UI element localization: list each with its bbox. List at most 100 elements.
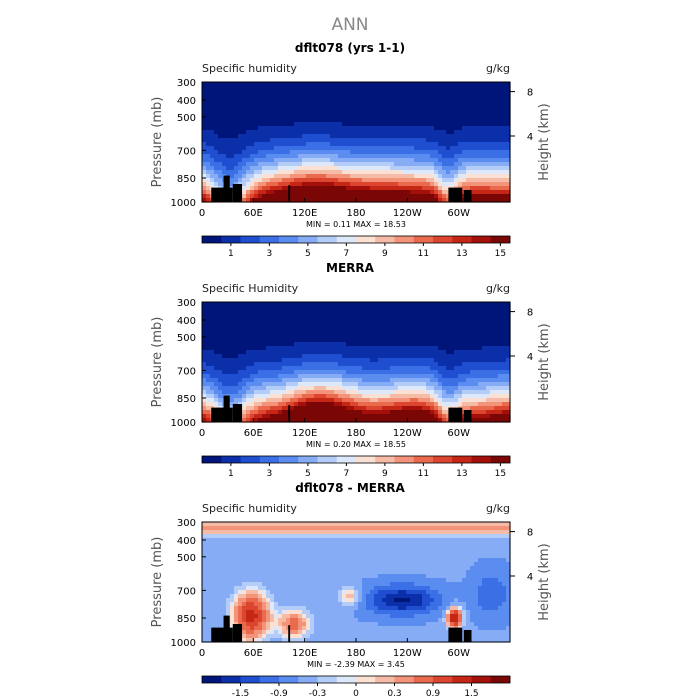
field-cell	[206, 602, 211, 607]
field-cell	[282, 402, 287, 407]
field-cell	[314, 370, 319, 375]
field-cell	[390, 322, 395, 327]
field-cell	[290, 122, 295, 127]
field-cell	[506, 90, 511, 95]
field-cell	[306, 114, 311, 119]
field-cell	[502, 174, 507, 179]
field-cell	[378, 346, 383, 351]
field-cell	[338, 334, 343, 339]
field-cell	[358, 146, 363, 151]
field-cell	[374, 158, 379, 163]
field-cell	[246, 162, 251, 167]
field-cell	[262, 98, 267, 103]
field-cell	[354, 370, 359, 375]
field-cell	[322, 182, 327, 187]
field-cell	[282, 122, 287, 127]
field-cell	[222, 326, 227, 331]
field-cell	[222, 170, 227, 175]
field-cell	[326, 362, 331, 367]
field-cell	[502, 82, 507, 87]
field-cell	[206, 178, 211, 183]
field-cell	[466, 334, 471, 339]
field-cell	[354, 326, 359, 331]
field-cell	[390, 398, 395, 403]
field-cell	[462, 406, 467, 411]
field-cell	[402, 334, 407, 339]
field-cell	[506, 82, 511, 87]
field-cell	[502, 146, 507, 151]
field-cell	[262, 354, 267, 359]
field-cell	[442, 142, 447, 147]
field-cell	[342, 406, 347, 411]
field-cell	[266, 138, 271, 143]
field-cell	[498, 158, 503, 163]
field-cell	[214, 362, 219, 367]
field-cell	[362, 182, 367, 187]
field-cell	[250, 194, 255, 199]
field-cell	[410, 194, 415, 199]
field-cell	[262, 106, 267, 111]
field-cell	[506, 86, 511, 91]
field-cell	[430, 362, 435, 367]
field-cell	[402, 314, 407, 319]
field-cell	[246, 322, 251, 327]
field-cell	[222, 574, 227, 579]
field-cell	[502, 358, 507, 363]
field-cell	[430, 346, 435, 351]
field-cell	[270, 314, 275, 319]
field-cell	[234, 114, 239, 119]
field-cell	[498, 102, 503, 107]
field-cell	[210, 122, 215, 127]
field-cell	[418, 114, 423, 119]
field-cell	[394, 358, 399, 363]
field-cell	[334, 178, 339, 183]
field-cell	[282, 130, 287, 135]
field-cell	[250, 418, 255, 423]
field-cell	[334, 302, 339, 307]
field-cell	[230, 122, 235, 127]
field-cell	[382, 326, 387, 331]
field-cell	[350, 158, 355, 163]
field-cell	[382, 154, 387, 159]
field-cell	[418, 86, 423, 91]
field-cell	[422, 102, 427, 107]
field-cell	[490, 106, 495, 111]
field-cell	[378, 178, 383, 183]
field-cell	[406, 150, 411, 155]
field-cell	[262, 310, 267, 315]
field-cell	[238, 162, 243, 167]
field-cell	[326, 158, 331, 163]
field-cell	[298, 186, 303, 191]
field-cell	[362, 374, 367, 379]
field-cell	[246, 114, 251, 119]
field-cell	[294, 198, 299, 203]
field-cell	[250, 370, 255, 375]
field-cell	[266, 158, 271, 163]
field-cell	[482, 330, 487, 335]
field-cell	[430, 418, 435, 423]
field-cell	[310, 310, 315, 315]
field-cell	[386, 158, 391, 163]
field-cell	[250, 386, 255, 391]
field-cell	[310, 342, 315, 347]
field-cell	[210, 302, 215, 307]
field-cell	[322, 334, 327, 339]
field-cell	[434, 382, 439, 387]
field-cell	[474, 326, 479, 331]
field-cell	[394, 378, 399, 383]
field-cell	[258, 346, 263, 351]
field-cell	[314, 414, 319, 419]
field-cell	[210, 158, 215, 163]
field-cell	[314, 350, 319, 355]
field-cell	[290, 130, 295, 135]
field-cell	[386, 182, 391, 187]
field-cell	[202, 542, 207, 547]
field-cell	[478, 114, 483, 119]
field-cell	[298, 306, 303, 311]
field-cell	[462, 386, 467, 391]
field-cell	[290, 350, 295, 355]
field-cell	[230, 338, 235, 343]
field-cell	[210, 86, 215, 91]
field-cell	[418, 94, 423, 99]
field-cell	[478, 94, 483, 99]
